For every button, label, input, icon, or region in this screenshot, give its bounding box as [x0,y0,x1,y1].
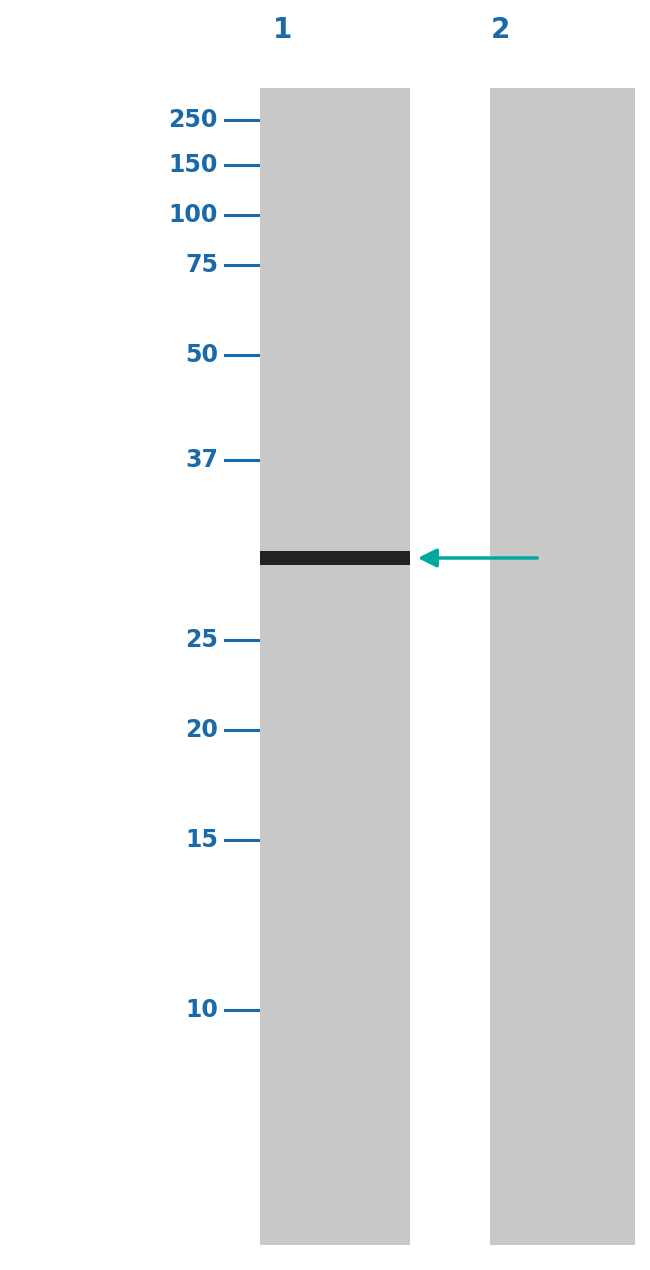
Text: 15: 15 [185,828,218,852]
Text: 25: 25 [185,627,218,652]
Bar [260,551,410,565]
Text: 1: 1 [273,17,292,44]
Text: 20: 20 [185,718,218,742]
Text: 150: 150 [168,152,218,177]
Text: 2: 2 [491,17,510,44]
Text: 50: 50 [185,343,218,367]
Text: 10: 10 [185,998,218,1022]
Text: 250: 250 [168,108,218,132]
Text: 100: 100 [168,203,218,227]
Bar [260,88,410,1245]
Text: 37: 37 [185,448,218,472]
Bar [490,88,635,1245]
Text: 75: 75 [185,253,218,277]
